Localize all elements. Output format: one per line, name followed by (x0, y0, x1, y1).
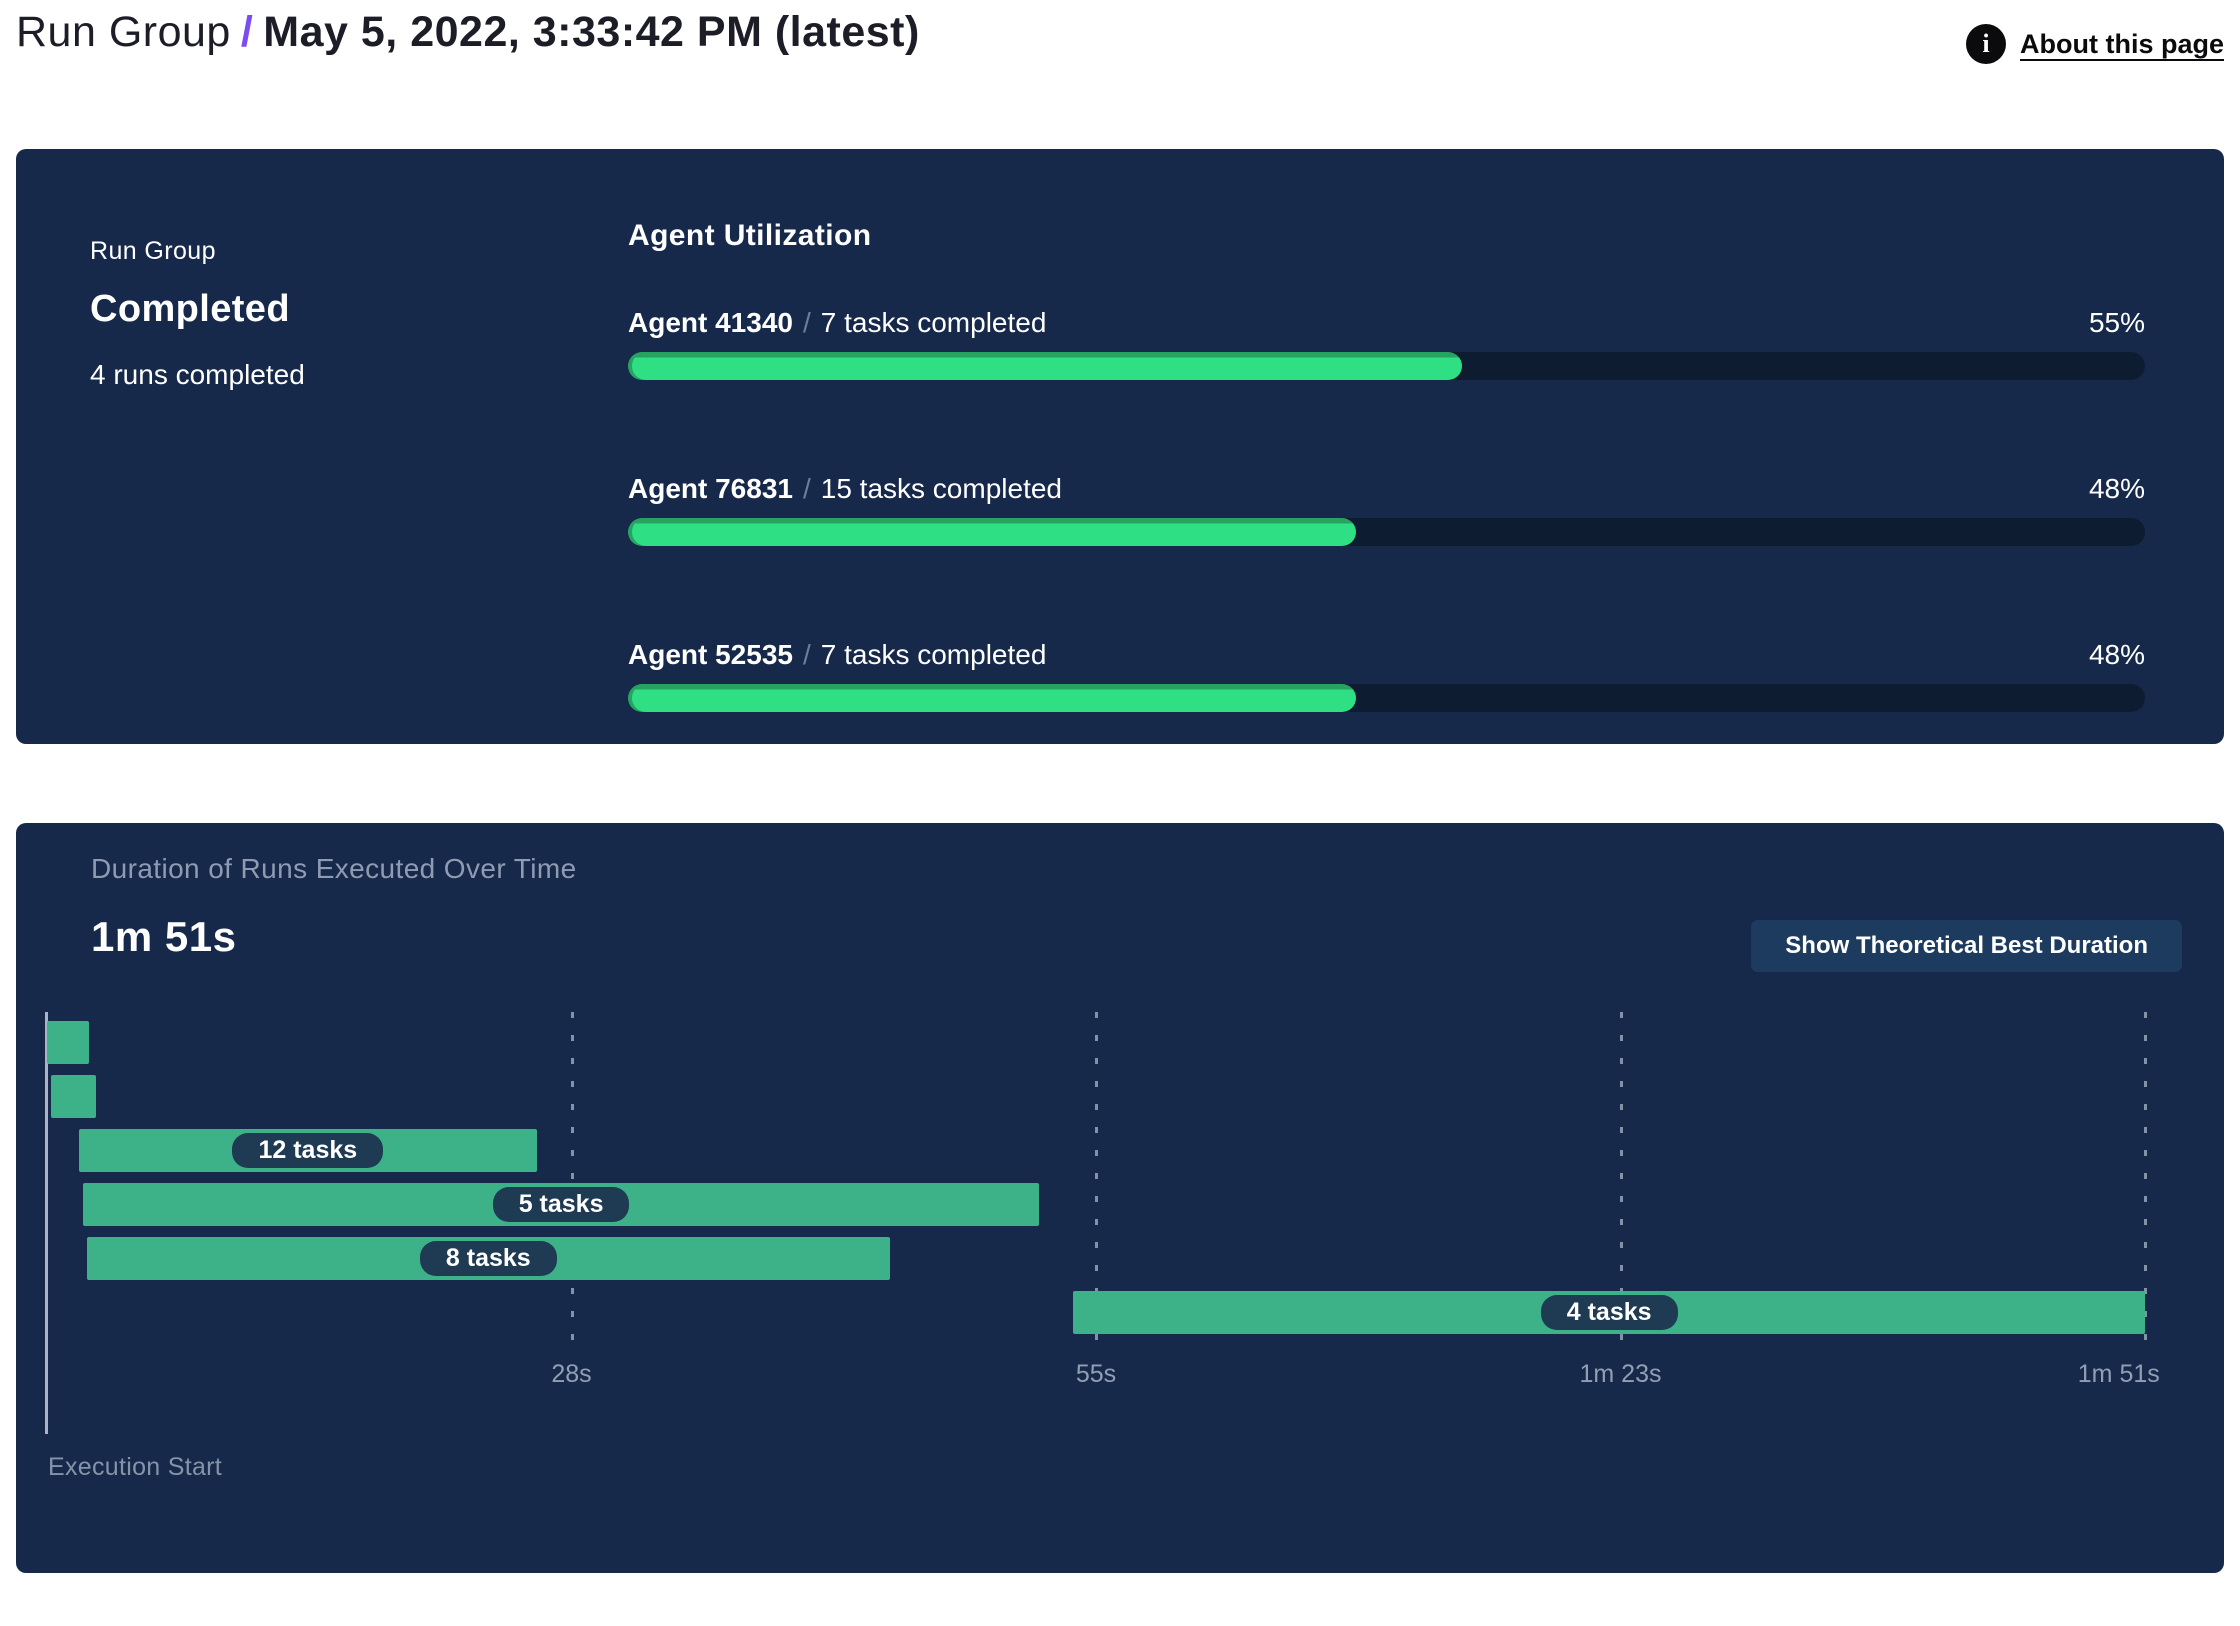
agent-tasks-completed: 15 tasks completed (820, 473, 1062, 504)
agent-utilization-percent: 55% (2088, 307, 2145, 338)
agent-separator: / (802, 639, 811, 670)
agent-utilization-row: Agent 76831 / 15 tasks completed 48% (628, 473, 2145, 546)
agent-row-label-line: Agent 52535 / 7 tasks completed 48% (628, 639, 2145, 671)
run-duration-bar[interactable]: 8 tasks (86, 1237, 890, 1280)
utilization-progress-fill (628, 684, 1357, 712)
agent-row-label-line: Agent 76831 / 15 tasks completed 48% (628, 473, 2145, 505)
run-duration-bar[interactable] (50, 1075, 97, 1118)
run-duration-bar[interactable]: 12 tasks (79, 1129, 537, 1172)
agent-utilization-section: Agent Utilization Agent 41340 / 7 tasks co… (628, 149, 2224, 744)
time-gridline (2144, 1012, 2147, 1353)
run-group-status-block: Run Group Completed 4 runs completed (16, 149, 628, 744)
time-gridline (1095, 1012, 1098, 1353)
utilization-progress-track (628, 352, 2145, 380)
agent-row-left: Agent 41340 / 7 tasks completed (628, 307, 1046, 339)
page-header: Run Group / May 5, 2022, 3:33:42 PM (lates… (16, 0, 2224, 110)
about-this-page[interactable]: i About this page (1966, 24, 2224, 64)
agent-row-label-line: Agent 41340 / 7 tasks completed 55% (628, 307, 2145, 339)
info-icon[interactable]: i (1966, 24, 2006, 64)
page-title: May 5, 2022, 3:33:42 PM (latest) (263, 8, 920, 56)
agent-utilization-row: Agent 52535 / 7 tasks completed 48% (628, 639, 2145, 712)
breadcrumb: Run Group / May 5, 2022, 3:33:42 PM (lates… (16, 8, 920, 57)
run-duration-bar[interactable]: 5 tasks (82, 1183, 1040, 1226)
utilization-progress-fill (628, 518, 1357, 546)
about-this-page-link[interactable]: About this page (2020, 28, 2224, 59)
breadcrumb-separator: / (240, 8, 254, 56)
execution-start-label: Execution Start (48, 1453, 223, 1481)
execution-start-axis-line (45, 1012, 48, 1434)
agent-separator: / (802, 473, 811, 504)
time-tick-label: 28s (551, 1360, 592, 1388)
runs-completed-text: 4 runs completed (90, 359, 305, 390)
duration-chart-subtitle: Duration of Runs Executed Over Time (91, 853, 577, 884)
agent-row-left: Agent 76831 / 15 tasks completed (628, 473, 1062, 505)
task-count-pill: 5 tasks (492, 1187, 630, 1222)
run-duration-bar[interactable] (47, 1021, 89, 1064)
duration-chart-panel: Duration of Runs Executed Over Time 1m 5… (16, 823, 2224, 1573)
run-group-status: Completed (90, 288, 290, 330)
agent-tasks-completed: 7 tasks completed (820, 307, 1047, 338)
agent-name: Agent 41340 (628, 307, 793, 338)
run-duration-bar[interactable]: 4 tasks (1073, 1291, 2145, 1334)
task-count-pill: 4 tasks (1540, 1295, 1678, 1330)
time-tick-label: 1m 51s (2077, 1360, 2160, 1388)
agent-separator: / (802, 307, 811, 338)
agent-name: Agent 52535 (628, 639, 793, 670)
agent-utilization-percent: 48% (2088, 473, 2145, 504)
agent-utilization-percent: 48% (2088, 639, 2145, 670)
time-tick-label: 55s (1075, 1360, 1117, 1388)
utilization-progress-track (628, 518, 2145, 546)
task-count-pill: 8 tasks (419, 1241, 557, 1276)
utilization-progress-track (628, 684, 2145, 712)
agent-utilization-title: Agent Utilization (628, 219, 872, 252)
time-tick-label: 1m 23s (1579, 1360, 1662, 1388)
agent-tasks-completed: 7 tasks completed (820, 639, 1047, 670)
gantt-chart: 28s 55s 1m 23s 1m 51s 12 tasks 5 tasks 8 tasks… (45, 1012, 2160, 1452)
time-gridline (1619, 1012, 1623, 1353)
breadcrumb-root: Run Group (16, 8, 231, 56)
agent-row-left: Agent 52535 / 7 tasks completed (628, 639, 1046, 671)
agent-utilization-rows: Agent 41340 / 7 tasks completed 55% Agent … (628, 307, 2145, 712)
task-count-pill: 12 tasks (232, 1133, 384, 1168)
show-theoretical-best-duration-button[interactable]: Show Theoretical Best Duration (1751, 920, 2182, 972)
time-gridline (570, 1012, 574, 1353)
utilization-progress-fill (628, 352, 1463, 380)
agent-utilization-row: Agent 41340 / 7 tasks completed 55% (628, 307, 2145, 380)
run-group-label: Run Group (90, 237, 216, 265)
total-duration-value: 1m 51s (91, 913, 237, 960)
agent-name: Agent 76831 (628, 473, 793, 504)
run-group-summary-panel: Run Group Completed 4 runs completed Age… (16, 149, 2224, 744)
